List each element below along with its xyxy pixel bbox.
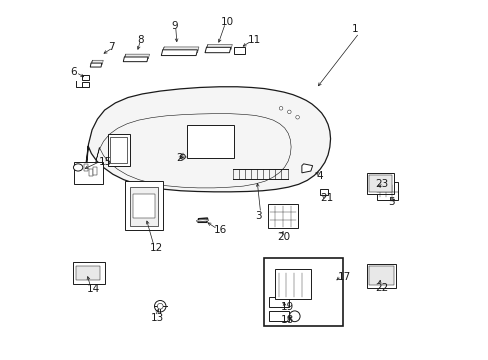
Bar	[125, 181, 163, 230]
Polygon shape	[90, 63, 102, 67]
Bar	[366, 264, 395, 288]
Bar	[74, 162, 102, 184]
Text: 9: 9	[171, 21, 177, 31]
Text: 3: 3	[255, 211, 262, 221]
Text: 23: 23	[375, 179, 388, 189]
Bar	[129, 187, 158, 226]
Polygon shape	[85, 87, 330, 192]
Polygon shape	[204, 47, 230, 53]
Bar	[187, 125, 233, 158]
Bar	[82, 82, 89, 87]
Bar	[76, 266, 100, 280]
Bar	[234, 47, 244, 54]
Bar	[82, 75, 89, 80]
Bar	[264, 258, 343, 326]
Text: 6: 6	[70, 67, 77, 77]
Circle shape	[287, 110, 290, 114]
Bar	[368, 266, 393, 285]
Text: 7: 7	[108, 42, 115, 52]
Circle shape	[279, 107, 282, 110]
Bar	[267, 204, 298, 228]
Text: 4: 4	[316, 171, 322, 181]
Circle shape	[289, 311, 300, 321]
Bar	[73, 262, 104, 284]
Bar	[368, 175, 391, 192]
Bar	[110, 137, 126, 163]
Polygon shape	[92, 60, 103, 64]
Bar	[366, 173, 393, 194]
Text: 16: 16	[214, 225, 227, 235]
Circle shape	[157, 303, 163, 309]
Circle shape	[180, 154, 185, 159]
Text: 21: 21	[319, 193, 332, 203]
Bar	[93, 167, 97, 175]
Text: 15: 15	[99, 157, 112, 167]
Polygon shape	[301, 164, 312, 173]
Ellipse shape	[73, 164, 82, 171]
Text: 19: 19	[280, 302, 293, 312]
Text: 13: 13	[151, 313, 164, 323]
Circle shape	[295, 116, 299, 119]
Polygon shape	[161, 50, 197, 55]
Text: 8: 8	[137, 35, 143, 45]
Bar	[319, 189, 327, 195]
Text: 12: 12	[149, 243, 163, 253]
Text: 10: 10	[221, 17, 234, 27]
Bar	[268, 297, 288, 307]
Bar	[133, 194, 155, 219]
Text: 11: 11	[247, 35, 261, 45]
Bar	[274, 269, 310, 300]
Text: 1: 1	[351, 24, 358, 35]
Text: 22: 22	[375, 283, 388, 293]
Text: 14: 14	[86, 284, 100, 294]
Bar	[88, 169, 93, 176]
Polygon shape	[163, 47, 199, 53]
Bar	[83, 164, 88, 171]
Text: 5: 5	[387, 197, 394, 207]
Text: 18: 18	[280, 315, 293, 325]
Text: 20: 20	[276, 232, 289, 242]
Bar	[376, 182, 397, 200]
Bar	[108, 134, 129, 166]
Circle shape	[154, 301, 165, 312]
Polygon shape	[123, 57, 148, 62]
Text: 17: 17	[337, 272, 350, 282]
Text: 2: 2	[176, 153, 183, 163]
Polygon shape	[124, 54, 149, 59]
Polygon shape	[198, 218, 207, 222]
Bar	[268, 311, 288, 321]
Polygon shape	[206, 44, 232, 50]
